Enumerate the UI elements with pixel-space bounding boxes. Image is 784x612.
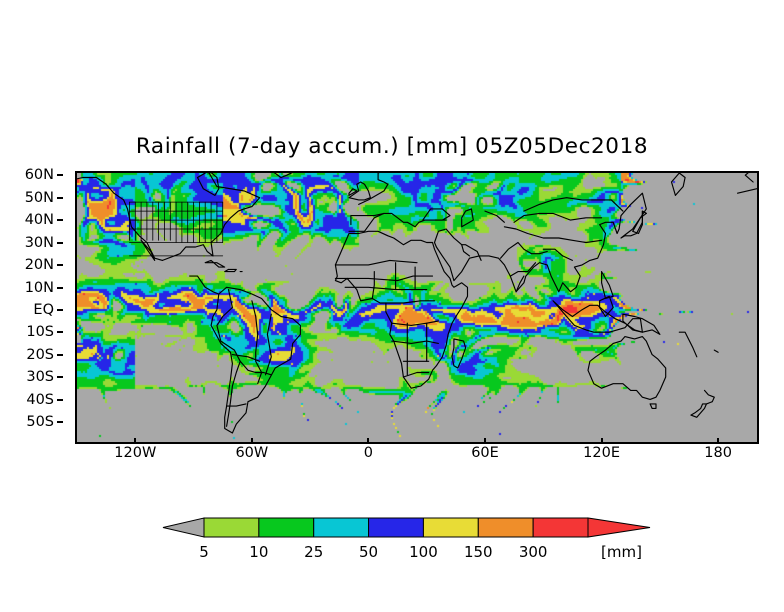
y-tick-label: 30S <box>26 369 54 386</box>
colorbar-tick-label: 5 <box>199 543 209 561</box>
y-tick-label: 10N <box>24 279 54 296</box>
colorbar-band <box>532 517 589 538</box>
x-tick-mark <box>600 438 603 444</box>
x-tick-mark <box>250 438 253 444</box>
y-tick-label: 20N <box>24 257 54 274</box>
colorbar-band <box>313 517 370 538</box>
y-tick-mark <box>57 241 63 244</box>
colorbar-bands <box>162 517 651 538</box>
x-tick-label: 60W <box>235 445 269 461</box>
x-tick-label: 60E <box>471 445 499 461</box>
y-tick-mark <box>57 308 63 311</box>
y-tick-mark <box>57 286 63 289</box>
y-tick-mark <box>57 219 63 222</box>
colorbar-band <box>422 517 479 538</box>
y-tick-mark <box>57 398 63 401</box>
y-tick-mark <box>57 331 63 334</box>
colorbar-band <box>368 517 424 538</box>
y-tick-label: 60N <box>24 167 54 184</box>
colorbar-band <box>477 517 534 538</box>
colorbar-extend-high <box>587 517 651 538</box>
colorbar-tick-label: 100 <box>409 543 438 561</box>
x-tick-label: 0 <box>363 445 374 461</box>
y-tick-mark <box>57 376 63 379</box>
y-tick-label: 30N <box>24 234 54 251</box>
colorbar-band <box>258 517 315 538</box>
colorbar-tick-label: 50 <box>359 543 379 561</box>
coastline-overlay <box>77 173 757 434</box>
colorbar-tick-label: 10 <box>249 543 269 561</box>
colorbar-tick-label: 300 <box>518 543 548 561</box>
y-tick-label: 40S <box>26 391 54 408</box>
x-tick-mark <box>134 438 137 444</box>
x-tick-label: 120W <box>114 445 157 461</box>
page-title: Rainfall (7-day accum.) [mm] 05Z05Dec201… <box>135 134 649 159</box>
y-tick-mark <box>57 353 63 356</box>
colorbar-tick-label: 25 <box>304 543 324 561</box>
y-tick-label: 50N <box>24 189 54 206</box>
colorbar-units-label: [mm] <box>601 543 642 561</box>
y-tick-label: EQ <box>33 301 54 318</box>
colorbar-tick-label: 150 <box>463 543 493 561</box>
y-tick-mark <box>57 174 63 177</box>
colorbar-extend-low <box>162 517 205 538</box>
y-tick-label: 20S <box>26 346 54 363</box>
y-tick-mark <box>57 421 63 424</box>
y-tick-label: 10S <box>26 324 54 341</box>
x-tick-label: 120E <box>583 445 620 461</box>
colorbar: [mm] 5 10 25 50 100 150 300 <box>0 512 784 572</box>
x-tick-mark <box>484 438 486 444</box>
y-tick-mark <box>57 196 63 199</box>
x-axis: 120W 60W 0 60E 120E 180 <box>75 438 759 474</box>
colorbar-band <box>203 517 260 538</box>
y-tick-label: 40N <box>24 212 54 229</box>
coastline-paths <box>77 173 757 434</box>
y-axis: 60N 50N 40N 30N 20N 10N EQ 10S 20S 30S 40S 50S <box>0 167 68 440</box>
x-tick-mark <box>717 438 720 444</box>
x-tick-label: 180 <box>704 445 732 461</box>
y-tick-mark <box>57 264 63 267</box>
x-tick-mark <box>367 438 370 444</box>
map-plot-area <box>75 171 759 444</box>
y-tick-label: 50S <box>26 414 54 431</box>
